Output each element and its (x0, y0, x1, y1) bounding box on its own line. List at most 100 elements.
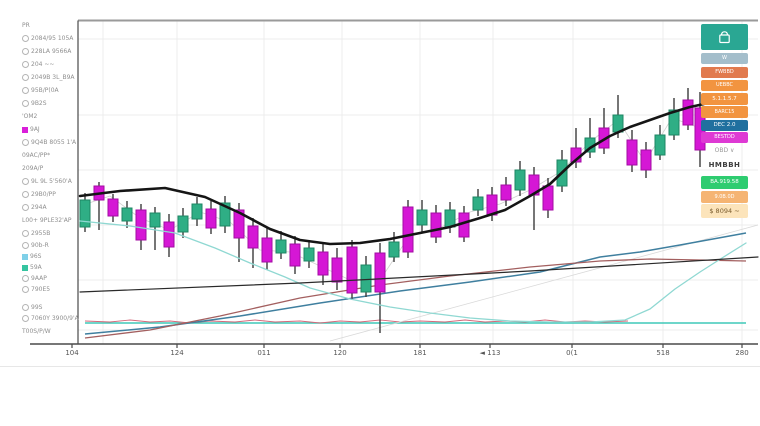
checkbox-circle-icon (22, 242, 29, 249)
axis-legend-text: 'OM2 (22, 113, 38, 120)
axis-legend-text: 228LA 9566A (31, 48, 72, 55)
candle-bearish (682, 99, 694, 126)
panel-value-label: HMBBH (708, 161, 741, 169)
axis-legend-row: 9B2S (22, 99, 47, 108)
axis-legend-text: 99S (31, 304, 43, 311)
candle-bearish (500, 184, 512, 201)
price-axis-legend-panel: PR 2084/95 105A 228LA 9566A 204 ~~ 2049B 3L_… (22, 0, 80, 345)
x-axis-label: 181 (413, 349, 427, 357)
candle-bearish (247, 225, 259, 249)
axis-legend-row: 294A (22, 203, 47, 212)
axis-legend-row: 09AC/PP* (22, 151, 50, 160)
bag-icon (719, 30, 730, 43)
axis-legend-row: 2049B 3L_B9A (22, 73, 75, 82)
candle-bearish (289, 243, 301, 267)
checkbox-circle-icon (22, 35, 29, 42)
checkbox-circle-icon (22, 304, 29, 311)
axis-legend-row: 2084/95 105A (22, 34, 73, 43)
x-axis-label: 0(1 (566, 349, 578, 357)
axis-legend-text: T00S/P/W (22, 328, 51, 335)
magenta-price-tag-icon (22, 126, 28, 133)
axis-legend-row: L00+ 9PLE32'AP (22, 216, 72, 225)
axis-legend-row: PR (22, 21, 30, 30)
panel-button[interactable]: BARC15 (701, 106, 748, 118)
candle-bullish (79, 199, 91, 228)
candle-bearish (640, 149, 652, 171)
x-axis-label: 518 (656, 349, 670, 357)
panel-button[interactable]: W (701, 53, 748, 64)
candle-bullish (388, 241, 400, 258)
panel-dropdown[interactable]: OBD ∨ (714, 147, 735, 154)
black-thick-ma (78, 102, 706, 246)
panel-button[interactable]: BA.919.58 (701, 176, 748, 189)
candle-bearish (233, 209, 245, 239)
candle-bearish (135, 209, 147, 241)
bottom-separator-line (0, 366, 760, 367)
x-axis-label: 104 (65, 349, 79, 357)
axis-legend-text: L00+ 9PLE32'AP (22, 217, 72, 224)
axis-legend-row: 9AAP (22, 274, 47, 283)
axis-legend-row: 9L 9L 5'560'A (22, 177, 72, 186)
checkbox-circle-icon (22, 275, 29, 282)
candle-bullish (444, 209, 456, 228)
axis-legend-row: 96S (22, 252, 41, 261)
noisy-red-line (84, 319, 629, 324)
x-axis-label: 120 (333, 349, 347, 357)
cyan-ma (79, 220, 747, 323)
candle-bearish (346, 246, 358, 294)
x-axis-label: 280 (735, 349, 749, 357)
panel-button[interactable]: 5.1.1.5.7 (701, 93, 748, 105)
candle-bearish (317, 251, 329, 276)
checkbox-circle-icon (22, 61, 29, 68)
panel-button[interactable]: $ 8094 ∼ (701, 204, 748, 218)
axis-legend-text: 9AAP (31, 275, 47, 282)
cyan-price-tag-icon (22, 253, 28, 260)
candle-bearish (430, 212, 442, 238)
checkbox-circle-icon (22, 100, 29, 107)
axis-legend-text: 90b-R (31, 242, 49, 249)
axis-legend-row: 95B/P(0A (22, 86, 59, 95)
axis-legend-text: 9L 9L 5'560'A (31, 178, 72, 185)
candle-bullish (303, 247, 315, 262)
black-trendline (79, 256, 759, 293)
panel-button[interactable]: BESTDD (701, 132, 748, 143)
candle-bullish (219, 202, 231, 227)
checkbox-circle-icon (22, 315, 29, 322)
axis-legend-text: 790E5 (31, 286, 51, 293)
candle-bullish (360, 264, 372, 293)
checkbox-circle-icon (22, 178, 29, 185)
axis-legend-text: 59A (30, 264, 42, 271)
axis-legend-row: 204 ~~ (22, 60, 54, 69)
candle-bearish (163, 221, 175, 248)
candle-bearish (626, 139, 638, 166)
panel-button[interactable]: 9.0B.0D (701, 191, 748, 203)
candle-bullish (416, 209, 428, 226)
x-axis-label: 011 (257, 349, 271, 357)
axis-legend-row: 90b-R (22, 241, 49, 250)
axis-legend-text: 7060Y 3900/9'A (31, 315, 79, 322)
buy-bag-button[interactable] (701, 24, 748, 50)
candle-bullish (149, 212, 161, 228)
candle-bullish (654, 134, 666, 156)
panel-button[interactable]: DEC 2.0 (701, 120, 748, 131)
axis-legend-text: 209A/P (22, 165, 44, 172)
checkbox-circle-icon (22, 87, 29, 94)
axis-legend-row: 7060Y 3900/9'A (22, 314, 79, 323)
candle-bearish (331, 257, 343, 283)
candle-bullish (121, 207, 133, 222)
checkbox-circle-icon (22, 204, 29, 211)
axis-legend-row: T00S/P/W (22, 327, 51, 336)
steel-blue-ma (84, 232, 747, 335)
axis-legend-text: 29B0/PP (31, 191, 56, 198)
panel-button[interactable]: FWBBD (701, 67, 748, 78)
axis-legend-text: 2049B 3L_B9A (31, 74, 75, 81)
candle-bearish (107, 198, 119, 217)
axis-legend-text: 9AJ (30, 126, 40, 133)
checkbox-circle-icon (22, 48, 29, 55)
axis-legend-row: 59A (22, 263, 42, 272)
axis-legend-row: 790E5 (22, 285, 50, 294)
teal-price-tag-icon (22, 264, 28, 271)
panel-button[interactable]: UEBBC (701, 80, 748, 91)
